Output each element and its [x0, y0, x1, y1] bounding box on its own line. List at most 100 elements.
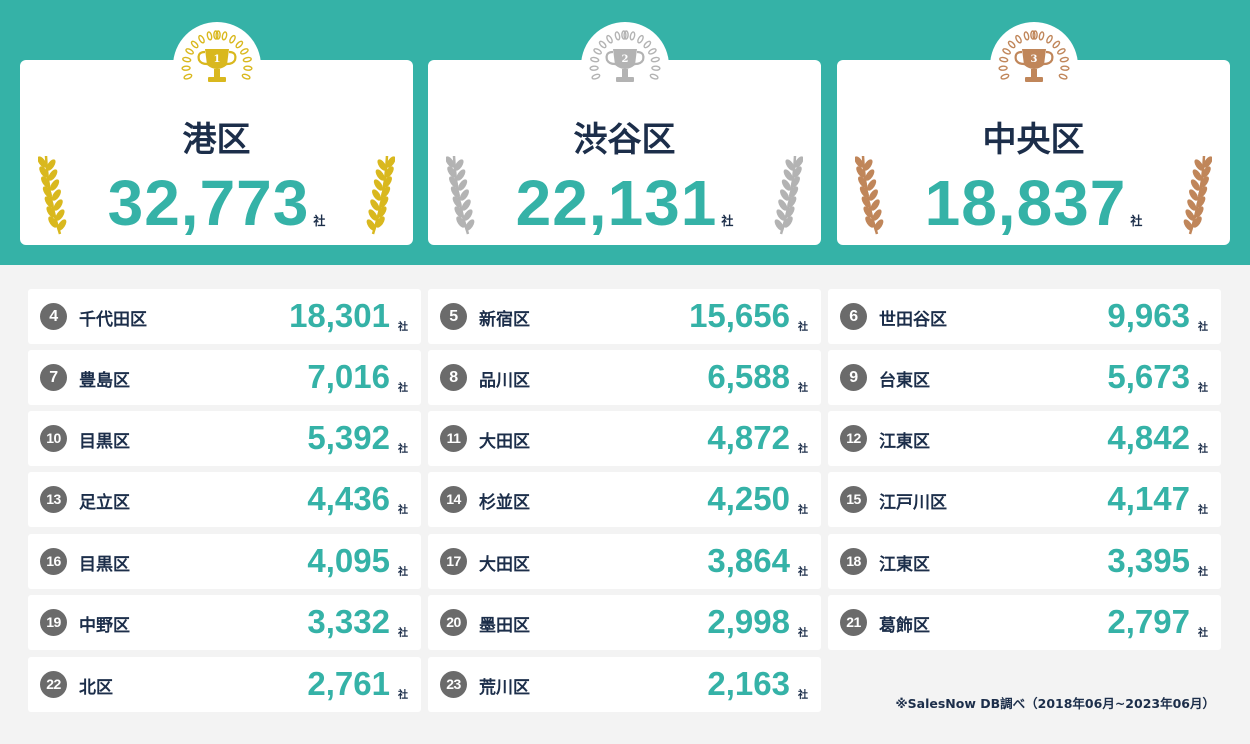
count-unit: 社	[1198, 444, 1208, 455]
podium-card-rank-1: 1 港区 32,773 社	[20, 22, 413, 245]
ranking-row: 11 大田区 4,872 社	[428, 411, 821, 466]
count-unit: 社	[313, 214, 326, 228]
ward-name: 葛飾区	[879, 616, 930, 636]
count-value: 3,332	[307, 603, 390, 640]
rank-badge: 7	[40, 364, 67, 391]
laurel-right-icon	[1178, 152, 1213, 238]
count-unit: 社	[798, 444, 808, 455]
rank-badge: 13	[40, 486, 67, 513]
rank-badge: 23	[440, 671, 467, 698]
ward-name: 品川区	[479, 371, 530, 391]
count-unit: 社	[798, 690, 808, 701]
count-value: 2,998	[707, 603, 790, 640]
count-unit: 社	[721, 214, 734, 228]
laurel-left-icon	[37, 152, 72, 238]
count-unit: 社	[798, 505, 808, 516]
ward-name: 豊島区	[79, 371, 130, 391]
count-value: 5,673	[1107, 358, 1190, 395]
ward-name: 新宿区	[479, 310, 530, 330]
ranking-row: 6 世田谷区 9,963 社	[828, 289, 1221, 344]
ranking-row: 5 新宿区 15,656 社	[428, 289, 821, 344]
rank-badge: 22	[40, 671, 67, 698]
podium-card-rank-2: 2 渋谷区 22,131 社	[428, 22, 821, 245]
rank-badge: 15	[840, 486, 867, 513]
ranking-row: 7 豊島区 7,016 社	[28, 350, 421, 405]
ward-name: 港区	[182, 120, 251, 160]
count-value: 9,963	[1107, 297, 1190, 334]
count-unit: 社	[1130, 214, 1143, 228]
ward-name: 荒川区	[479, 678, 530, 698]
bronze-trophy-icon: 3	[989, 22, 1078, 110]
ward-name: 世田谷区	[879, 310, 947, 330]
ranking-row: 23 荒川区 2,163 社	[428, 657, 821, 712]
count-unit: 社	[398, 567, 408, 578]
ranking-row: 4 千代田区 18,301 社	[28, 289, 421, 344]
count-value: 2,163	[707, 665, 790, 702]
rank-badge: 5	[440, 303, 467, 330]
count-value: 2,797	[1107, 603, 1190, 640]
count-unit: 社	[1198, 505, 1208, 516]
rank-badge: 6	[840, 303, 867, 330]
count-value: 4,436	[307, 480, 390, 517]
ward-name: 目黒区	[79, 555, 130, 575]
rank-badge: 9	[840, 364, 867, 391]
rank-badge: 4	[40, 303, 67, 330]
ward-name: 墨田区	[479, 616, 530, 636]
company-count: 22,131 社	[428, 166, 821, 240]
ranking-row: 12 江東区 4,842 社	[828, 411, 1221, 466]
rank-badge: 14	[440, 486, 467, 513]
count-value: 7,016	[307, 358, 390, 395]
ward-name: 大田区	[479, 555, 530, 575]
laurel-left-icon	[445, 152, 480, 238]
laurel-right-icon	[361, 152, 396, 238]
rank-badge: 8	[440, 364, 467, 391]
count-value: 22,131	[515, 167, 718, 239]
laurel-left-icon	[854, 152, 889, 238]
ward-name: 足立区	[79, 493, 130, 513]
ranking-row: 13 足立区 4,436 社	[28, 472, 421, 527]
rank-badge: 19	[40, 609, 67, 636]
count-unit: 社	[398, 505, 408, 516]
company-count: 32,773 社	[20, 166, 413, 240]
ranking-row: 16 目黒区 4,095 社	[28, 534, 421, 589]
count-unit: 社	[398, 322, 408, 333]
count-value: 3,395	[1107, 542, 1190, 579]
rank-badge: 12	[840, 425, 867, 452]
ranking-row: 15 江戸川区 4,147 社	[828, 472, 1221, 527]
rank-badge: 20	[440, 609, 467, 636]
count-unit: 社	[798, 567, 808, 578]
ward-name: 千代田区	[79, 310, 147, 330]
count-unit: 社	[398, 444, 408, 455]
count-unit: 社	[1198, 322, 1208, 333]
ranking-row: 17 大田区 3,864 社	[428, 534, 821, 589]
svg-text:2: 2	[621, 54, 628, 65]
count-value: 4,095	[307, 542, 390, 579]
count-value: 15,656	[689, 297, 790, 334]
ward-name: 江戸川区	[879, 493, 947, 513]
count-value: 4,872	[707, 419, 790, 456]
laurel-right-icon	[769, 152, 804, 238]
count-unit: 社	[398, 383, 408, 394]
count-value: 4,250	[707, 480, 790, 517]
ranking-row: 10 目黒区 5,392 社	[28, 411, 421, 466]
count-unit: 社	[798, 628, 808, 639]
count-value: 4,147	[1107, 480, 1190, 517]
count-value: 3,864	[707, 542, 790, 579]
ranking-row: 20 墨田区 2,998 社	[428, 595, 821, 650]
count-value: 2,761	[307, 665, 390, 702]
ward-name: 目黒区	[79, 432, 130, 452]
count-unit: 社	[398, 690, 408, 701]
podium-card-rank-3: 3 中央区 18,837 社	[837, 22, 1230, 245]
count-value: 5,392	[307, 419, 390, 456]
count-unit: 社	[798, 322, 808, 333]
ward-name: 江東区	[879, 555, 930, 575]
ranking-row: 9 台東区 5,673 社	[828, 350, 1221, 405]
count-unit: 社	[1198, 628, 1208, 639]
svg-text:1: 1	[213, 54, 220, 65]
ranking-row: 21 葛飾区 2,797 社	[828, 595, 1221, 650]
ward-name: 大田区	[479, 432, 530, 452]
rank-badge: 11	[440, 425, 467, 452]
ranking-row: 19 中野区 3,332 社	[28, 595, 421, 650]
gold-trophy-icon: 1	[172, 22, 261, 110]
count-value: 18,837	[924, 167, 1127, 239]
